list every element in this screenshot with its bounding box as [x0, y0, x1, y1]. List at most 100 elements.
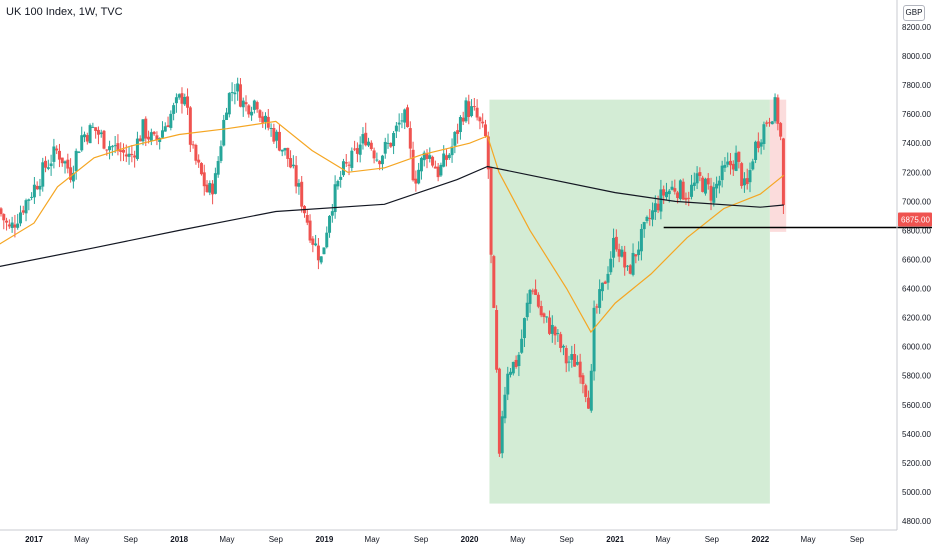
- candle-body: [160, 130, 164, 138]
- candle-body: [653, 203, 657, 213]
- candle-body: [553, 326, 557, 336]
- candle-body: [495, 310, 499, 370]
- ma-short-line: [0, 120, 785, 334]
- candle-body: [737, 151, 741, 162]
- candle-body: [617, 249, 621, 257]
- candle-body: [709, 185, 713, 201]
- candle-body: [492, 256, 496, 308]
- last-price-badge: [898, 212, 932, 227]
- candle-body: [314, 243, 318, 246]
- candle-body: [347, 164, 351, 166]
- candle-body: [414, 178, 418, 184]
- candle-body: [762, 124, 766, 144]
- candle-body: [247, 105, 251, 115]
- last-price-label: 6875.00: [901, 216, 930, 225]
- candle-body: [305, 215, 309, 223]
- candle-body: [38, 185, 42, 190]
- candle-body: [403, 109, 407, 123]
- x-tick-label: 2020: [461, 535, 479, 544]
- candle-body: [13, 224, 17, 228]
- candle-body: [690, 184, 694, 197]
- candle-body: [227, 93, 231, 115]
- candle-body: [202, 172, 206, 187]
- candle-body: [651, 210, 655, 220]
- candle-body: [238, 84, 242, 107]
- candle-body: [603, 281, 607, 284]
- candle-body: [467, 101, 471, 118]
- candle-body: [720, 165, 724, 181]
- candle-body: [756, 141, 760, 149]
- candle-body: [514, 359, 518, 367]
- candle-body: [60, 157, 64, 164]
- candle-body: [341, 161, 345, 176]
- candle-body: [734, 152, 738, 171]
- candle-body: [712, 187, 716, 203]
- candle-body: [673, 188, 677, 192]
- candle-body: [676, 192, 680, 199]
- candle-body: [609, 258, 613, 273]
- candle-body: [277, 131, 281, 151]
- candle-body: [542, 313, 546, 318]
- x-tick-label: May: [510, 535, 525, 544]
- candle-body: [503, 394, 507, 419]
- candle-body: [177, 94, 181, 98]
- candle-body: [119, 150, 123, 152]
- candle-body: [522, 318, 526, 339]
- candle-body: [587, 397, 591, 409]
- candle-body: [439, 164, 443, 176]
- candle-body: [559, 334, 563, 348]
- candle-body: [664, 191, 668, 198]
- candle-body: [133, 155, 137, 158]
- candle-body: [261, 116, 265, 123]
- candle-body: [375, 159, 379, 161]
- candle-body: [52, 146, 56, 162]
- candle-body: [520, 338, 524, 353]
- candle-body: [30, 196, 34, 198]
- candle-body: [361, 134, 365, 144]
- candle-body: [350, 150, 354, 168]
- currency-button[interactable]: GBP: [903, 5, 925, 21]
- candle-body: [57, 150, 61, 160]
- candle-body: [219, 146, 223, 161]
- candle-body: [311, 238, 315, 245]
- candle-body: [425, 153, 429, 159]
- candle-body: [80, 135, 84, 151]
- candle-body: [121, 149, 125, 153]
- candle-body: [417, 169, 421, 184]
- candle-body: [63, 161, 67, 164]
- candle-body: [158, 137, 162, 142]
- x-tick-label: Sep: [850, 535, 865, 544]
- y-tick-label: 6600.00: [902, 255, 931, 264]
- candle-body: [99, 132, 103, 135]
- candle-body: [717, 180, 721, 186]
- candle-body: [252, 100, 256, 110]
- candle-body: [687, 197, 691, 199]
- candle-body: [141, 119, 145, 142]
- candle-body: [199, 163, 203, 175]
- candle-body: [620, 249, 624, 257]
- candle-body: [481, 121, 485, 124]
- candle-body: [191, 144, 195, 146]
- candle-body: [740, 163, 744, 186]
- candle-body: [684, 197, 688, 200]
- candle-body: [411, 149, 415, 181]
- y-tick-label: 8000.00: [902, 52, 931, 61]
- candle-body: [389, 142, 393, 147]
- candle-body: [197, 159, 201, 163]
- candle-body: [108, 146, 112, 151]
- candle-body: [392, 132, 396, 147]
- candle-body: [592, 307, 596, 372]
- x-tick-label: Sep: [414, 535, 429, 544]
- candle-body: [55, 148, 59, 151]
- candle-body: [606, 273, 610, 283]
- candle-body: [300, 181, 304, 207]
- ma-long-line: [0, 165, 784, 267]
- y-tick-label: 5200.00: [902, 459, 931, 468]
- candle-body: [163, 126, 167, 132]
- candle-body: [478, 117, 482, 122]
- candle-body: [46, 167, 50, 169]
- candle-body: [678, 180, 682, 199]
- candle-body: [169, 113, 173, 128]
